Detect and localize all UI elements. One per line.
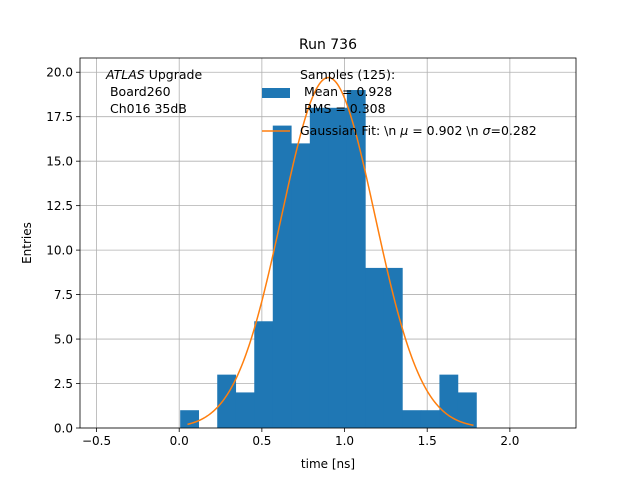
x-tick-label: 0.0 (170, 434, 189, 448)
x-tick-label: 0.5 (252, 434, 271, 448)
histogram-bars (180, 90, 477, 429)
legend-hist-line-1: Samples (125): (300, 67, 395, 82)
annotation-atlas: ATLAS (105, 67, 145, 82)
annotation-line-1: ATLAS Upgrade (105, 67, 202, 82)
gaussian-fit (187, 76, 474, 426)
gaussian-fit-curve (187, 76, 474, 426)
y-tick-label: 7.5 (54, 288, 73, 302)
experiment-annotation: ATLAS Upgrade Board260 Ch016 35dB (105, 67, 202, 116)
x-axis-ticks: −0.5 0.0 0.5 1.0 1.5 2.0 (82, 428, 519, 448)
legend-fit-label: Gaussian Fit: \n μ = 0.902 \n σ=0.282 (300, 123, 537, 138)
legend-hist-line-2: Mean = 0.928 (300, 84, 392, 99)
histogram-bar (254, 321, 274, 428)
x-tick-label: 2.0 (500, 434, 519, 448)
histogram-bar (346, 90, 366, 429)
x-tick-label: 1.5 (418, 434, 437, 448)
histogram-bar (457, 392, 477, 428)
legend-fit-sigma: σ (483, 123, 492, 138)
x-tick-label: −0.5 (82, 434, 111, 448)
histogram-bar (235, 392, 255, 428)
y-tick-label: 17.5 (46, 110, 73, 124)
y-axis-label: Entries (20, 222, 34, 264)
y-tick-label: 0.0 (54, 422, 73, 436)
chart-title: Run 736 (299, 37, 357, 53)
histogram-bar (365, 267, 385, 428)
legend-hist-line-3: RMS = 0.308 (300, 101, 386, 116)
y-axis-ticks: 0.0 2.5 5.0 7.5 10.0 12.5 15.0 17.5 20.0 (46, 66, 80, 436)
y-tick-label: 5.0 (54, 333, 73, 347)
legend: Samples (125): Mean = 0.928 RMS = 0.308 … (262, 67, 537, 138)
histogram-bar (180, 410, 200, 428)
legend-fit-prefix: Gaussian Fit: \n (300, 123, 400, 138)
annotation-line-3: Ch016 35dB (106, 101, 187, 116)
histogram-bar (402, 410, 422, 428)
y-tick-label: 20.0 (46, 66, 73, 80)
annotation-upgrade: Upgrade (145, 67, 203, 82)
legend-fit-suffix: =0.282 (490, 123, 536, 138)
y-tick-label: 2.5 (54, 377, 73, 391)
y-tick-label: 10.0 (46, 244, 73, 258)
legend-fit-mid: = 0.902 \n (408, 123, 482, 138)
histogram-bar (309, 107, 329, 429)
legend-fit-mu: μ (399, 123, 408, 138)
legend-hist-swatch (262, 88, 290, 98)
histogram-bar (291, 143, 311, 428)
histogram-bar (420, 410, 440, 428)
histogram-bar (439, 374, 459, 428)
histogram-bar (272, 125, 292, 428)
histogram-bar (383, 267, 403, 428)
annotation-line-2: Board260 (106, 84, 171, 99)
histogram-bar (328, 107, 348, 429)
x-tick-label: 1.0 (335, 434, 354, 448)
y-tick-label: 12.5 (46, 199, 73, 213)
x-axis-label: time [ns] (301, 457, 355, 471)
y-tick-label: 15.0 (46, 155, 73, 169)
axes-frame (79, 57, 577, 429)
